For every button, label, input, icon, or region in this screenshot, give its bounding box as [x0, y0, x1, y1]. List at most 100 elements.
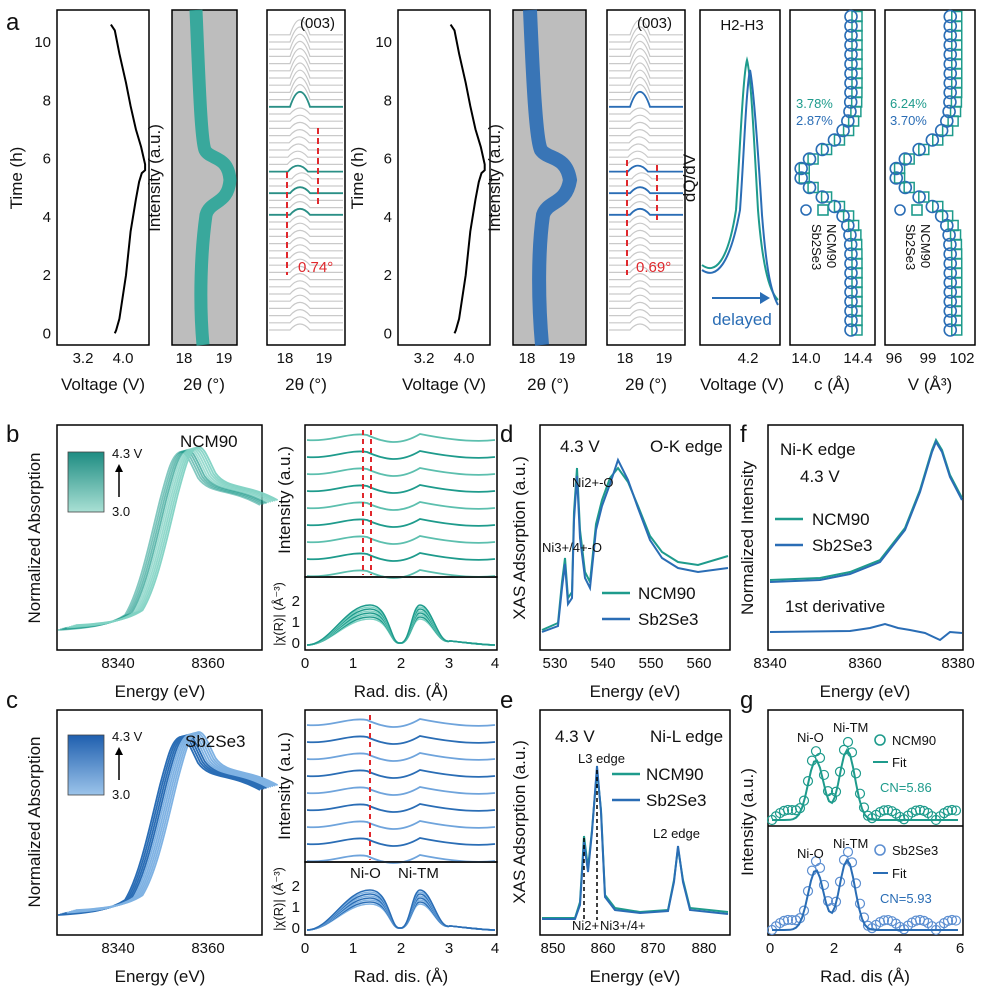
a6-xtick-2: 19 [656, 350, 673, 367]
waterfall-trace [609, 48, 683, 65]
g-data-point [842, 736, 854, 748]
b1-ylabel: Normalized Absorption [25, 452, 44, 623]
c2-frame [304, 709, 498, 863]
waterfall-trace [269, 179, 343, 187]
a3-waterfall [269, 19, 343, 331]
sb2se3-point [844, 57, 858, 71]
sb2se3-point [841, 114, 855, 128]
e-legend-ncm: NCM90 [646, 765, 704, 784]
sb2se3-point [843, 228, 857, 242]
b1-frame [56, 424, 263, 651]
intensity-trace [306, 854, 496, 864]
g-fit-curve [772, 748, 958, 821]
b3-xtick-2: 2 [397, 655, 405, 672]
c3-ytick-1: 1 [292, 899, 300, 916]
intensity-trace [306, 569, 496, 579]
c1-cbar-arrowhead [115, 747, 123, 755]
waterfall-trace [609, 280, 683, 288]
waterfall-trace [269, 26, 343, 43]
waterfall-trace [609, 55, 683, 72]
waterfall-trace [269, 215, 343, 223]
chi-curve [306, 606, 496, 646]
waterfall-trace [609, 251, 683, 259]
intensity-trace [306, 769, 496, 779]
panel-label-f: f [740, 421, 747, 448]
sb2se3-point [943, 285, 958, 299]
c3-ytick-2: 2 [292, 878, 300, 895]
ncm90-point [918, 191, 930, 203]
waterfall-trace [269, 251, 343, 259]
waterfall-trace [269, 143, 343, 151]
d-legend-ncm: NCM90 [638, 584, 696, 603]
chart-a7: delayed H2-H3 dQ/dV 4.2 Voltage (V) [680, 9, 784, 394]
a2-xlabel: 2θ (°) [183, 375, 225, 394]
g-data-point [810, 746, 822, 757]
waterfall-trace [269, 237, 343, 245]
intensity-trace [306, 467, 496, 477]
g-data-point [786, 914, 798, 926]
c3-xlabel: Rad. dis. (Å) [354, 967, 448, 986]
waterfall-trace [269, 301, 343, 309]
waterfall-trace [269, 265, 343, 273]
d-sb2se3-curve [541, 457, 729, 633]
sb2se3-point [943, 294, 958, 309]
sb2se3-point [943, 313, 958, 328]
a9-xtick-2: 99 [920, 350, 937, 367]
b3-xtick-0: 0 [301, 655, 309, 672]
g-fit-curve [772, 858, 958, 931]
c3-label-nitm: Ni-TM [398, 865, 439, 882]
c3-ylabel: |χ(R)| (Å⁻³) [271, 867, 286, 931]
g-legend-circle-sb [874, 844, 886, 856]
g-legend-fit-ncm: Fit [892, 755, 907, 770]
e-label-l3: L3 edge [578, 751, 625, 766]
d-label-ni2o: Ni2+-O [572, 475, 614, 490]
a4-xtick-1: 3.2 [414, 350, 435, 367]
waterfall-trace [609, 309, 683, 317]
a1-xtick-1: 3.2 [73, 350, 94, 367]
chart-a5: 18 19 2θ (°) Intensity (a.u.) [485, 9, 587, 394]
waterfall-trace [269, 136, 343, 144]
a4-xlabel: Voltage (V) [402, 375, 486, 394]
waterfall-trace [609, 19, 683, 36]
a9-xtick-1: 96 [886, 350, 903, 367]
waterfall-trace [269, 222, 343, 230]
waterfall-trace [609, 265, 683, 273]
sb2se3-point [815, 190, 830, 204]
waterfall-trace [269, 19, 343, 36]
sb2se3-point [934, 209, 949, 223]
e-label-ni34: Ni3+/4+ [600, 918, 646, 933]
ncm90-point [932, 200, 944, 213]
waterfall-trace [609, 301, 683, 309]
ytick-label: 2 [384, 267, 392, 284]
chart-f: Ni-K edge 4.3 V NCM90 Sb2Se3 1st derivat… [738, 424, 975, 701]
intensity-trace [306, 752, 496, 762]
a8-xtick-2: 14.4 [843, 350, 872, 367]
sb2se3-point [802, 152, 817, 166]
ytick-label: 8 [43, 92, 51, 109]
sb2se3-point [940, 114, 954, 128]
a4-voltage-curve [449, 24, 486, 334]
ncm90-point [807, 181, 819, 194]
b3-ylabel: |χ(R)| (Å⁻³) [271, 582, 286, 646]
waterfall-trace [609, 201, 683, 209]
panel-label-g: g [740, 687, 753, 714]
sb2se3-point [925, 199, 940, 214]
sb2se3-point [844, 9, 858, 24]
waterfall-trace [609, 273, 683, 281]
sb2se3-point [843, 104, 857, 119]
g-data-point [782, 914, 794, 926]
sb2se3-point [836, 209, 850, 223]
a6-peak-label: (003) [637, 15, 672, 32]
d-xtick-0: 530 [542, 655, 567, 672]
waterfall-trace [609, 222, 683, 230]
a1-ylabel: Time (h) [7, 147, 26, 210]
f-frame [767, 424, 964, 651]
waterfall-trace [269, 164, 343, 173]
sb2se3-point [844, 304, 858, 318]
chart-c2: Intensity (a.u.) [275, 709, 498, 864]
waterfall-trace [609, 215, 683, 223]
b1-cbar-top: 4.3 V [112, 446, 143, 461]
waterfall-trace [269, 129, 343, 137]
waterfall-trace [609, 26, 683, 43]
